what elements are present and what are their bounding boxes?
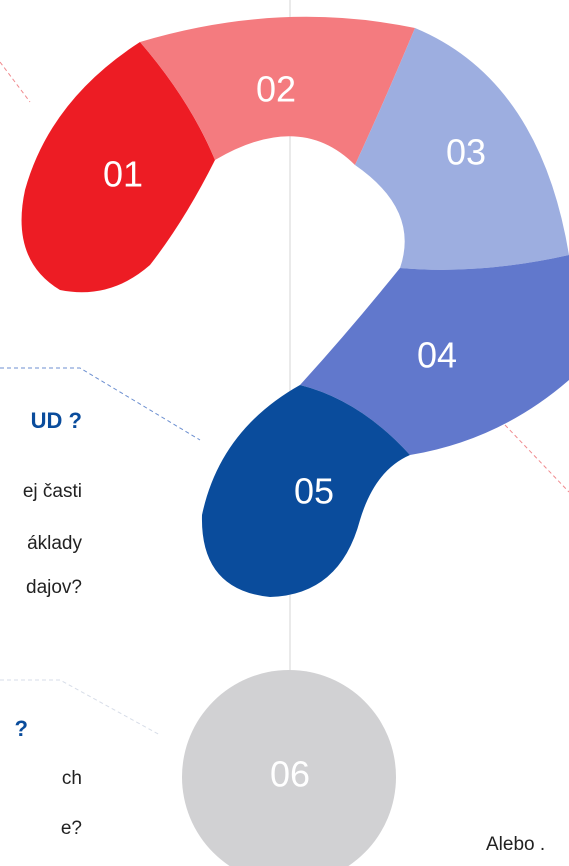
- segment-label: 03: [446, 132, 486, 173]
- segment-label: 02: [256, 69, 296, 110]
- block-line: e?: [61, 818, 82, 839]
- block-line: ch: [62, 768, 82, 789]
- segment-label: 06: [270, 754, 310, 795]
- connector: [0, 62, 30, 102]
- block-heading: UD ?: [31, 408, 82, 433]
- block-heading: ?: [15, 716, 28, 741]
- connector: [505, 425, 569, 492]
- segment-label: 05: [294, 471, 334, 512]
- segment-label: 01: [103, 154, 143, 195]
- side-text: Alebo .: [486, 834, 545, 855]
- block-line: dajov?: [26, 577, 82, 598]
- block-line: ej časti: [23, 481, 82, 502]
- question-infographic: 01 02 03 04 05 06 UD ? ej časti áklady d…: [0, 0, 569, 866]
- block-line: áklady: [27, 533, 82, 554]
- segment-label: 04: [417, 335, 457, 376]
